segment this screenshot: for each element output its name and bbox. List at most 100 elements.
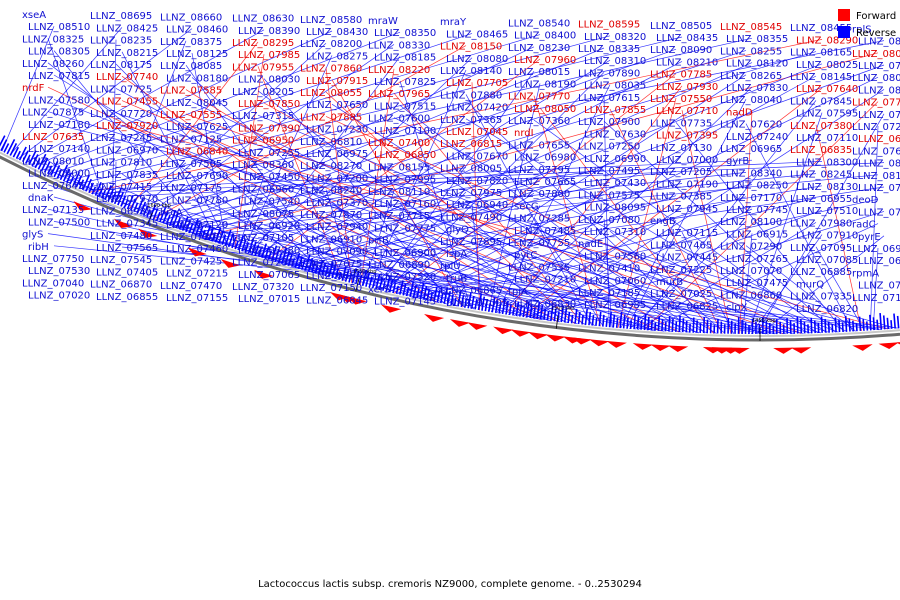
reverse-feature-mark <box>317 259 324 275</box>
reverse-feature-mark <box>595 317 598 326</box>
reverse-feature-mark <box>416 287 420 299</box>
gene-label: LLNZ_07780 <box>166 195 228 206</box>
gene-label: LLNZ_07475 <box>726 278 788 289</box>
reverse-feature-mark <box>191 218 199 235</box>
gene-label: LLNZ_07280 <box>238 245 300 256</box>
label-connector <box>191 77 446 305</box>
reverse-feature-mark <box>678 315 681 333</box>
gene-label: LLNZ_07670 <box>446 151 508 162</box>
reverse-feature-mark <box>636 317 640 330</box>
gene-label: LLNZ_06840 <box>166 147 228 158</box>
gene-label: LLNZ_07405 <box>96 267 158 278</box>
gene-label: LLNZ_08095 <box>584 203 646 214</box>
reverse-feature-mark <box>443 287 449 304</box>
reverse-feature-mark <box>136 197 144 214</box>
label-connector <box>301 63 823 270</box>
gene-label: radC <box>852 220 876 231</box>
gene-label: LLNZ_07100 <box>374 126 436 137</box>
reverse-feature-mark <box>522 307 526 318</box>
gene-label: LLNZ_06910 <box>300 234 362 245</box>
label-connector <box>379 192 535 291</box>
gene-label: LLNZ_07885 <box>300 112 362 123</box>
gene-label: LLNZ_07225 <box>650 265 712 276</box>
gene-label: LLNZ_07955 <box>232 62 294 73</box>
gene-label: LLNZ_07300 <box>160 232 222 243</box>
reverse-feature-mark <box>553 308 557 322</box>
gene-label: LLNZ_07650 <box>306 100 368 111</box>
label-connector <box>675 122 845 333</box>
gene-label: LLNZ_07875 <box>22 108 84 119</box>
reverse-feature-mark <box>543 308 547 321</box>
reverse-feature-mark <box>104 185 112 200</box>
label-connector <box>385 72 605 292</box>
label-connector <box>257 212 569 324</box>
gene-label: LLNZ_07965 <box>368 89 430 100</box>
gene-label: LLNZ_08160 <box>858 159 900 170</box>
reverse-feature-mark <box>97 185 105 198</box>
gene-label: LLNZ_07430 <box>584 178 646 189</box>
gene-label: LLNZ_06845 <box>306 295 368 306</box>
gene-label: LLNZ_07850 <box>238 99 300 110</box>
gene-label: LLNZ_07310 <box>584 227 646 238</box>
label-connector <box>522 87 823 318</box>
reverse-feature-mark <box>314 265 319 274</box>
gene-label: LLNZ_07455 <box>96 97 158 108</box>
gene-label: LLNZ_07645 <box>22 181 84 192</box>
gene-label: LLNZ_06885 <box>790 267 852 278</box>
reverse-feature-mark <box>890 320 893 329</box>
label-connector <box>675 244 848 333</box>
gene-label: LLNZ_07175 <box>160 183 222 194</box>
gene-label: LLNZ_07470 <box>160 281 222 292</box>
gene-label: LLNZ_08400 <box>514 31 576 42</box>
gene-label: LLNZ_07465 <box>650 240 712 251</box>
reverse-feature-mark <box>321 263 327 276</box>
gene-label: LLNZ_07070 <box>720 266 782 277</box>
gene-label: LLNZ_06955 <box>790 194 852 205</box>
gene-label: LLNZ_08340 <box>720 168 782 179</box>
gene-label: LLNZ_07755 <box>508 238 570 249</box>
reverse-feature-mark <box>865 321 869 331</box>
reverse-feature-mark <box>488 302 492 312</box>
reverse-feature-mark <box>491 297 496 313</box>
gene-label: LLNZ_07195 <box>858 281 900 292</box>
gene-label: LLNZ_07970 <box>96 194 158 205</box>
gene-label: LLNZ_07230 <box>306 125 368 136</box>
reverse-feature-mark <box>436 290 441 303</box>
forward-feature-mark <box>254 269 274 279</box>
gene-label: LLNZ_07560 <box>584 251 646 262</box>
gene-label: LLNZ_06815 <box>440 139 502 150</box>
gene-label: LLNZ_07520 <box>374 272 436 283</box>
gene-label: LLNZ_06905 <box>852 244 900 255</box>
label-connector <box>505 85 683 315</box>
forward-feature-mark <box>187 247 207 257</box>
reverse-feature-mark <box>567 311 571 323</box>
gene-label: LLNZ_07565 <box>96 243 158 254</box>
reverse-feature-mark <box>6 139 16 155</box>
gene-label: glyS <box>22 230 43 241</box>
reverse-feature-mark <box>231 236 237 249</box>
label-connector <box>471 204 483 311</box>
gene-label: LLNZ_06950 <box>232 136 294 147</box>
gene-label: LLNZ_07040 <box>22 278 84 289</box>
reverse-feature-mark <box>633 314 637 330</box>
reverse-feature-mark <box>608 311 612 328</box>
label-connector <box>263 78 455 306</box>
reverse-feature-mark <box>211 232 217 242</box>
reverse-feature-mark <box>152 208 159 220</box>
gene-label: LLNZ_08195 <box>858 85 900 96</box>
reverse-feature-mark <box>181 216 189 231</box>
gene-label: LLNZ_07735 <box>650 118 712 129</box>
reverse-feature-mark <box>869 314 872 331</box>
gene-label: LLNZ_07205 <box>650 167 712 178</box>
gene-label: LLNZ_06865 <box>440 286 502 297</box>
gene-label: LLNZ_07940 <box>306 222 368 233</box>
label-connector <box>193 51 817 235</box>
gene-label: LLNZ_07585 <box>160 86 222 97</box>
gene-label: glyQ <box>446 225 469 236</box>
reverse-feature-mark <box>484 299 489 312</box>
forward-feature-mark <box>527 331 549 340</box>
gene-label: LLNZ_07180 <box>28 120 90 131</box>
label-connector <box>465 216 595 327</box>
gene-label: LLNZ_07785 <box>650 70 712 81</box>
